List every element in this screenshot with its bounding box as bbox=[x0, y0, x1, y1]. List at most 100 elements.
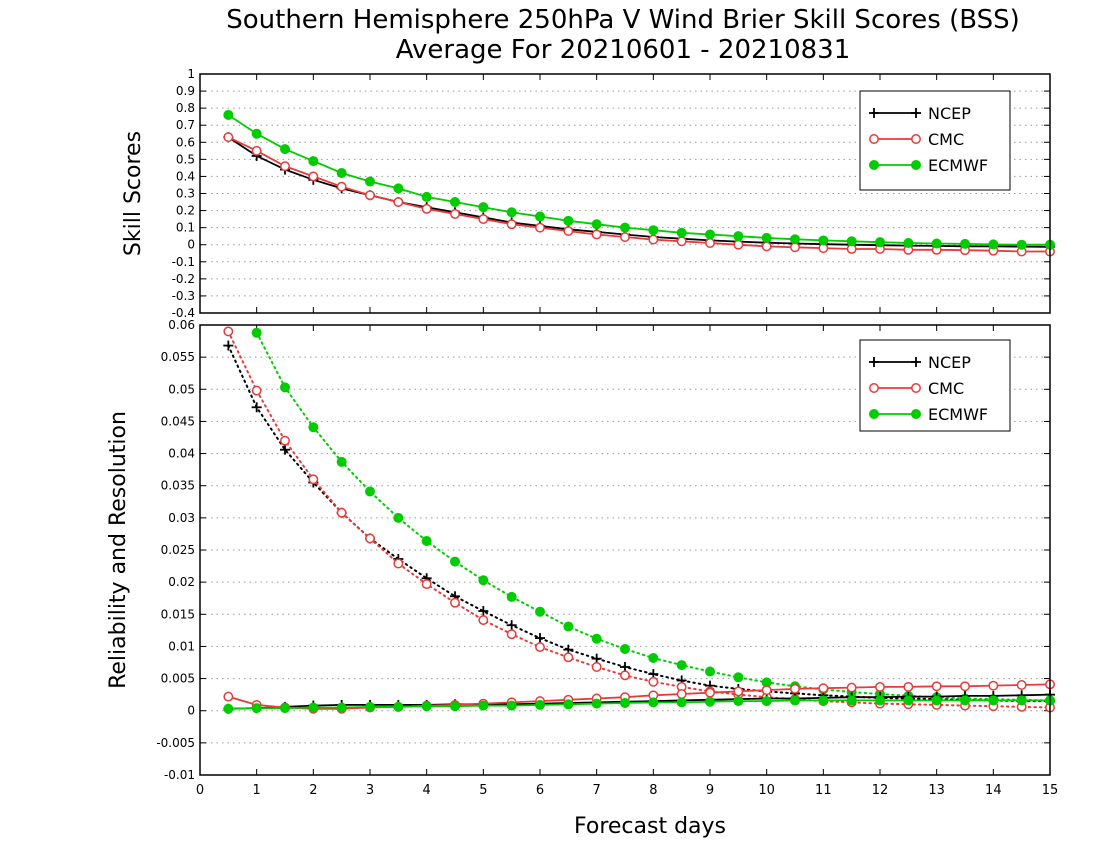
reliability-resolution-panel: -0.01 -0.005 0 0.005 0.01 0.015 0.02 0.025 0.03 0… bbox=[106, 318, 1058, 839]
legend-marker bbox=[869, 357, 879, 367]
y-tick-label: 0.8 bbox=[176, 101, 195, 115]
y-tick-label: -0.01 bbox=[164, 768, 195, 782]
y-tick-label: -0.1 bbox=[172, 255, 195, 269]
ecmwf-point bbox=[563, 215, 574, 226]
y-tick-label: 0.4 bbox=[176, 169, 195, 183]
skill-scores-y-ticks: -0.4 -0.3 -0.2 -0.1 0 0.1 0.2 0.3 0.4 0.5 0.6 0.7 0.… bbox=[172, 67, 1051, 320]
x-tick-label: 5 bbox=[479, 783, 487, 798]
legend-label: NCEP bbox=[928, 104, 971, 123]
ecmwf-resolution-point bbox=[450, 556, 460, 567]
ecmwf-reliability-point bbox=[506, 700, 517, 711]
cmc-point bbox=[251, 145, 262, 156]
ecmwf-point bbox=[421, 191, 432, 202]
ecmwf-point bbox=[790, 234, 800, 245]
ecmwf-point bbox=[450, 197, 460, 208]
cmc-point bbox=[761, 241, 772, 252]
legend-entry-cmc: CMC bbox=[869, 379, 964, 398]
ncep-resolution-point bbox=[280, 444, 290, 455]
ecmwf-point bbox=[223, 109, 234, 120]
cmc-point bbox=[705, 238, 715, 248]
cmc-point bbox=[563, 226, 574, 237]
x-tick-label: 2 bbox=[309, 783, 317, 798]
cmc-resolution-point bbox=[365, 533, 375, 544]
ecmwf-reliability-point bbox=[308, 702, 319, 713]
x-tick-label: 7 bbox=[593, 783, 601, 798]
ecmwf-reliability-point bbox=[563, 699, 574, 710]
cmc-reliability-point bbox=[705, 687, 715, 698]
ecmwf-reliability-point bbox=[988, 695, 999, 706]
y-tick-label: -0.3 bbox=[172, 289, 195, 303]
x-tick-label: 0 bbox=[196, 783, 204, 798]
x-axis-label: Forecast days bbox=[574, 814, 726, 839]
ecmwf-reliability-point bbox=[223, 703, 234, 714]
legend-entry-ecmwf: ECMWF bbox=[869, 405, 988, 424]
cmc-reliability-point bbox=[846, 682, 857, 693]
y-tick-label: 0.2 bbox=[176, 204, 195, 218]
cmc-point bbox=[620, 232, 630, 242]
ecmwf-reliability-point bbox=[648, 697, 659, 708]
cmc-point bbox=[478, 214, 489, 225]
ecmwf-resolution-point bbox=[478, 575, 489, 586]
reliability-resolution-y-ticks: -0.01 -0.005 0 0.005 0.01 0.015 0.02 0.025 0.03 0… bbox=[156, 318, 1051, 782]
y-tick-label: 1 bbox=[187, 67, 195, 81]
ecmwf-reliability-point bbox=[875, 695, 885, 706]
ecmwf-reliability-point bbox=[450, 701, 460, 712]
ecmwf-reliability-point bbox=[676, 697, 687, 708]
cmc-resolution-point bbox=[450, 597, 460, 608]
ncep-resolution-point bbox=[251, 402, 262, 413]
ecmwf-resolution-point bbox=[365, 486, 375, 497]
forecast-days-x-ticks: 0 1 2 3 4 5 6 7 8 9 10 11 12 13 14 15 bbox=[196, 783, 1058, 798]
cmc-resolution-point bbox=[648, 676, 659, 687]
x-tick-label: 14 bbox=[985, 783, 1002, 798]
y-tick-label: 0.045 bbox=[161, 414, 195, 428]
ncep-resolution-point bbox=[478, 606, 489, 617]
y-tick-label: 0.025 bbox=[161, 543, 195, 557]
cmc-resolution-point bbox=[251, 385, 262, 396]
legend-label: CMC bbox=[928, 130, 964, 149]
cmc-point bbox=[506, 219, 517, 230]
ecmwf-point bbox=[903, 238, 914, 249]
legend-marker bbox=[911, 357, 921, 367]
legend-marker bbox=[869, 409, 879, 419]
cmc-point bbox=[790, 242, 800, 253]
y-tick-label: 0.1 bbox=[176, 221, 195, 235]
ecmwf-point bbox=[761, 232, 772, 243]
ecmwf-resolution-point bbox=[308, 422, 319, 433]
cmc-resolution-point bbox=[535, 642, 545, 653]
ecmwf-point bbox=[648, 225, 659, 236]
ecmwf-reliability-point bbox=[931, 695, 942, 706]
ecmwf-point bbox=[506, 207, 517, 218]
cmc-resolution-point bbox=[563, 652, 574, 663]
y-tick-label: 0.05 bbox=[168, 382, 195, 396]
ecmwf-resolution-point bbox=[648, 653, 659, 663]
legend-marker bbox=[911, 134, 921, 144]
legend-box bbox=[859, 339, 1011, 432]
ecmwf-resolution-point bbox=[280, 382, 290, 393]
ecmwf-reliability-point bbox=[960, 695, 970, 706]
legend-marker bbox=[911, 383, 921, 393]
ecmwf-resolution-point bbox=[676, 660, 687, 671]
cmc-reliability-point bbox=[903, 681, 914, 692]
ecmwf-resolution-point bbox=[705, 666, 715, 677]
cmc-reliability-point bbox=[931, 681, 942, 692]
cmc-reliability-point bbox=[875, 681, 885, 692]
y-tick-label: 0.06 bbox=[168, 318, 195, 332]
x-tick-label: 10 bbox=[758, 783, 775, 798]
skill-scores-series bbox=[223, 109, 1055, 257]
ncep-resolution-point bbox=[506, 620, 517, 631]
legend-marker bbox=[869, 160, 879, 170]
skill-scores-legend: NCEP CMC ECMWF bbox=[859, 90, 1011, 191]
ecmwf-point bbox=[931, 238, 942, 249]
ecmwf-reliability-point bbox=[846, 695, 857, 706]
legend-marker bbox=[869, 108, 879, 118]
cmc-resolution-point bbox=[308, 474, 319, 485]
cmc-point bbox=[280, 161, 290, 172]
ecmwf-reliability-point bbox=[393, 701, 404, 712]
legend-label: ECMWF bbox=[928, 156, 988, 175]
cmc-reliability-point bbox=[761, 685, 772, 696]
y-tick-label: 0.01 bbox=[168, 639, 195, 653]
y-tick-label: 0.3 bbox=[176, 187, 195, 201]
legend-box bbox=[859, 90, 1011, 191]
legend-marker bbox=[911, 160, 921, 170]
cmc-reliability-point bbox=[960, 681, 970, 692]
